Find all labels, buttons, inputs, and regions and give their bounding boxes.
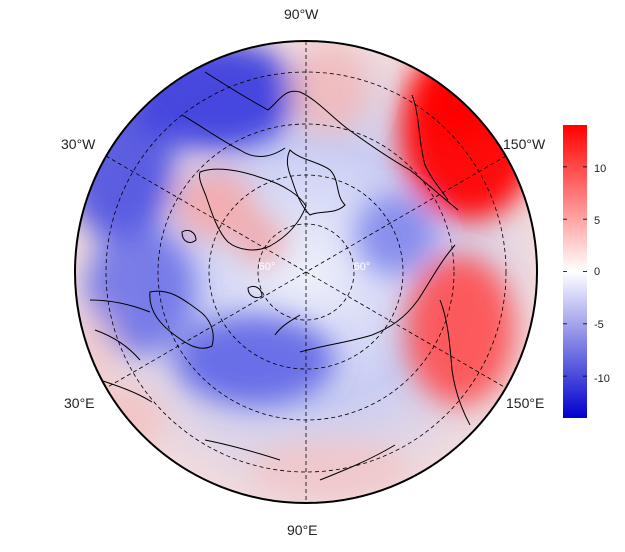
map-boundary xyxy=(74,40,538,504)
anomaly-cold-arctic-sea xyxy=(355,195,435,275)
coast-siberia xyxy=(299,244,456,353)
coast-svalbard xyxy=(247,285,263,299)
lon-label-top: 90°W xyxy=(284,6,319,22)
coast-novaya-zemlya xyxy=(274,314,301,336)
colorbar-tick-label: -5 xyxy=(594,319,604,331)
lon-label-upper-right: 150°W xyxy=(503,136,546,152)
anomaly-warm-east-asia xyxy=(405,255,515,405)
colorbar-tick-marks xyxy=(563,166,587,377)
anomaly-field xyxy=(75,41,537,503)
anomaly-warm-pacific-core xyxy=(415,45,505,145)
lon-label-lower-left: 30°E xyxy=(64,395,95,411)
coast-alaska xyxy=(411,94,449,201)
lon-label-bottom: 90°E xyxy=(287,522,318,538)
colorbar xyxy=(563,125,587,418)
anomaly-warm-south-rim xyxy=(250,440,410,500)
lat-circle-30 xyxy=(105,71,507,473)
graticule xyxy=(105,41,507,503)
coastlines xyxy=(89,71,471,481)
coast-greenland xyxy=(199,168,307,251)
coast-east-asia xyxy=(439,299,471,426)
coast-europe xyxy=(89,299,153,403)
coast-canadian-archipelago xyxy=(286,149,346,216)
coast-hudson xyxy=(181,114,286,157)
coast-scandinavia xyxy=(149,290,214,349)
anomaly-warm-north-america xyxy=(290,45,370,135)
coast-southern-margin xyxy=(204,439,396,481)
colorbar-tick-label: -10 xyxy=(594,373,610,385)
coast-iceland xyxy=(181,229,197,243)
colorbar-tick-label: 10 xyxy=(594,163,607,175)
meridian-150w-30e xyxy=(105,155,507,389)
lon-label-upper-left: 30°W xyxy=(61,136,96,152)
colorbar-tick-label: 0 xyxy=(594,266,601,278)
lon-label-lower-right: 150°E xyxy=(506,395,545,411)
anomaly-warm-labrador xyxy=(235,215,285,265)
coast-north-america xyxy=(204,71,459,211)
anomaly-cold-siberia xyxy=(175,315,335,405)
lat-label-left: 60° xyxy=(259,261,276,273)
anomaly-warm-greenland xyxy=(175,170,255,240)
lat-label-right: 60° xyxy=(354,261,371,273)
colorbar-tick-label: 5 xyxy=(594,215,601,227)
